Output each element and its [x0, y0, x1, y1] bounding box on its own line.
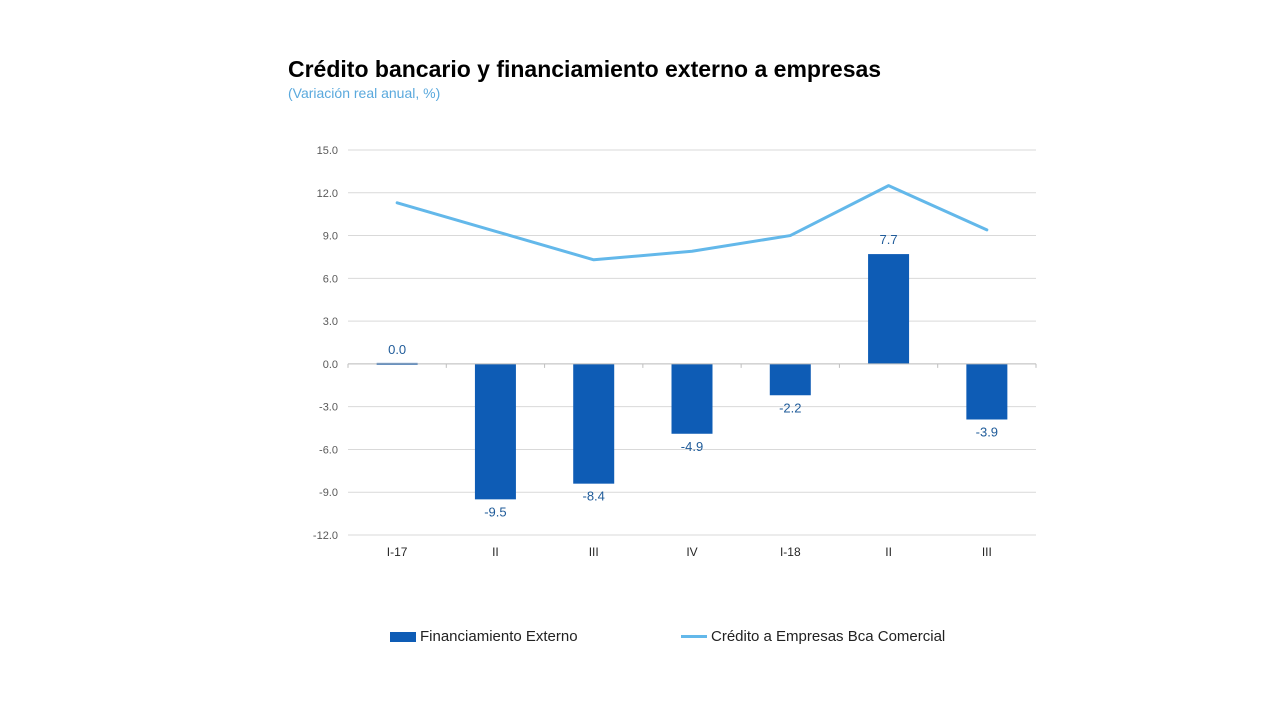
- y-tick-label: -6.0: [319, 444, 338, 456]
- y-tick-label: 3.0: [323, 316, 338, 328]
- legend-bar-swatch: [390, 631, 416, 642]
- x-tick-label: III: [982, 545, 992, 559]
- legend-label-financiamiento: Financiamiento Externo: [420, 628, 578, 645]
- y-tick-label: 6.0: [323, 273, 338, 285]
- zero-axis: [347, 363, 1037, 368]
- y-tick-label: -3.0: [319, 402, 338, 414]
- legend-item-financiamiento: Financiamiento Externo: [390, 628, 578, 645]
- y-tick-label: 12.0: [317, 188, 338, 200]
- legend-label-credito: Crédito a Empresas Bca Comercial: [711, 628, 946, 645]
- bar-data-label: -8.4: [583, 489, 605, 504]
- bar-data-label: 0.0: [388, 342, 406, 357]
- y-tick-label: 15.0: [317, 145, 338, 157]
- bar: [769, 363, 811, 396]
- line-credito: [395, 184, 989, 262]
- chart-subtitle: (Variación real anual, %): [288, 85, 441, 101]
- bar: [671, 363, 713, 434]
- bar: [573, 363, 615, 484]
- x-tick-label: II: [492, 545, 499, 559]
- x-tick-label: II: [885, 545, 892, 559]
- y-tick-label: -9.0: [319, 487, 338, 499]
- legend-line-swatch: [681, 635, 707, 638]
- y-tick-label: -12.0: [313, 530, 338, 542]
- bar: [966, 363, 1008, 420]
- y-axis-ticks: 15.0 12.0 9.0 6.0 3.0 0.0 -3.0 -6.0 -9.0 -12.0: [313, 145, 338, 542]
- x-tick-label: I-17: [387, 545, 408, 559]
- bar-data-label: 7.7: [880, 232, 898, 247]
- x-tick-label: I-18: [780, 545, 801, 559]
- bar: [474, 363, 516, 500]
- chart-title: Crédito bancario y financiamiento extern…: [288, 56, 882, 82]
- x-axis-ticks: I-17 II III IV I-18 II III: [387, 545, 992, 559]
- y-tick-label: 9.0: [323, 231, 338, 243]
- bar-data-label: -4.9: [681, 439, 703, 454]
- gridlines: [348, 149, 1036, 536]
- bar-data-label: -2.2: [779, 400, 801, 415]
- bar: [868, 254, 910, 364]
- bar-data-label: -3.9: [976, 425, 998, 440]
- x-tick-label: IV: [686, 545, 697, 559]
- y-tick-label: 0.0: [323, 359, 338, 371]
- bar-data-label: -9.5: [484, 504, 506, 519]
- x-tick-label: III: [589, 545, 599, 559]
- bar-series: [376, 254, 1008, 500]
- legend: Financiamiento Externo Crédito a Empresa…: [0, 628, 1280, 648]
- data-labels: 0.0 -9.5 -8.4 -4.9 -2.2 7.7 -3.9: [388, 232, 998, 519]
- line-series: [395, 184, 989, 262]
- legend-item-credito: Crédito a Empresas Bca Comercial: [681, 628, 945, 645]
